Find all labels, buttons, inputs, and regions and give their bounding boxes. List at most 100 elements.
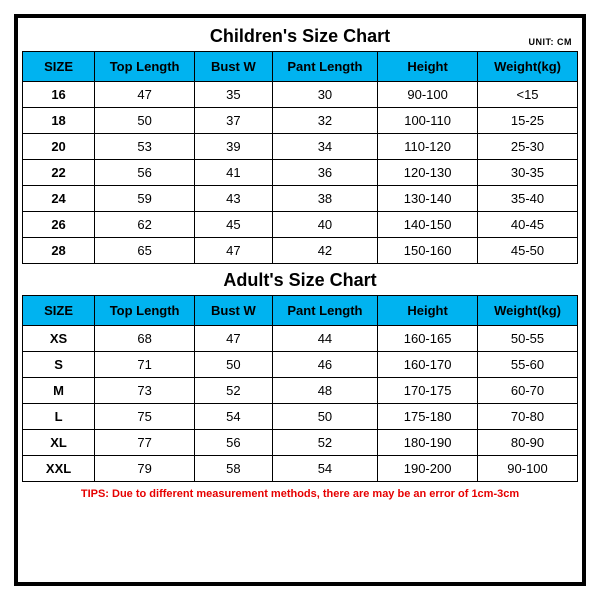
table-row: 22564136120-13030-35 (23, 160, 578, 186)
cell-pant: 50 (272, 404, 377, 430)
cell-top: 53 (95, 134, 195, 160)
children-header-row: SIZE Top Length Bust W Pant Length Heigh… (23, 52, 578, 82)
children-table: SIZE Top Length Bust W Pant Length Heigh… (22, 51, 578, 264)
cell-height: 175-180 (378, 404, 478, 430)
cell-weight: 45-50 (478, 238, 578, 264)
cell-size: 28 (23, 238, 95, 264)
cell-size: L (23, 404, 95, 430)
cell-weight: <15 (478, 82, 578, 108)
table-row: M735248170-17560-70 (23, 378, 578, 404)
table-row: S715046160-17055-60 (23, 352, 578, 378)
col-size: SIZE (23, 52, 95, 82)
cell-size: M (23, 378, 95, 404)
cell-weight: 40-45 (478, 212, 578, 238)
cell-pant: 32 (272, 108, 377, 134)
cell-weight: 60-70 (478, 378, 578, 404)
cell-height: 90-100 (378, 82, 478, 108)
cell-bust: 45 (195, 212, 273, 238)
unit-label: UNIT: CM (529, 37, 573, 47)
col-top-length: Top Length (95, 296, 195, 326)
col-top-length: Top Length (95, 52, 195, 82)
cell-bust: 50 (195, 352, 273, 378)
cell-size: 20 (23, 134, 95, 160)
col-pant-length: Pant Length (272, 296, 377, 326)
size-chart-frame: Children's Size Chart UNIT: CM SIZE Top … (14, 14, 586, 586)
cell-weight: 25-30 (478, 134, 578, 160)
cell-height: 170-175 (378, 378, 478, 404)
table-row: XL775652180-19080-90 (23, 430, 578, 456)
cell-bust: 39 (195, 134, 273, 160)
cell-height: 190-200 (378, 456, 478, 482)
cell-pant: 40 (272, 212, 377, 238)
cell-size: XL (23, 430, 95, 456)
adult-header-row: SIZE Top Length Bust W Pant Length Heigh… (23, 296, 578, 326)
cell-weight: 50-55 (478, 326, 578, 352)
cell-weight: 80-90 (478, 430, 578, 456)
cell-top: 75 (95, 404, 195, 430)
cell-top: 62 (95, 212, 195, 238)
cell-pant: 38 (272, 186, 377, 212)
cell-size: S (23, 352, 95, 378)
cell-top: 73 (95, 378, 195, 404)
cell-pant: 42 (272, 238, 377, 264)
cell-bust: 35 (195, 82, 273, 108)
cell-height: 140-150 (378, 212, 478, 238)
cell-weight: 55-60 (478, 352, 578, 378)
cell-bust: 56 (195, 430, 273, 456)
cell-size: XXL (23, 456, 95, 482)
cell-top: 68 (95, 326, 195, 352)
table-row: XXL795854190-20090-100 (23, 456, 578, 482)
cell-bust: 52 (195, 378, 273, 404)
table-row: 28654742150-16045-50 (23, 238, 578, 264)
cell-pant: 52 (272, 430, 377, 456)
children-title-row: Children's Size Chart UNIT: CM (22, 24, 578, 51)
adult-table: SIZE Top Length Bust W Pant Length Heigh… (22, 295, 578, 482)
children-title: Children's Size Chart (210, 26, 390, 47)
cell-top: 77 (95, 430, 195, 456)
table-row: XS684744160-16550-55 (23, 326, 578, 352)
cell-height: 160-165 (378, 326, 478, 352)
cell-weight: 35-40 (478, 186, 578, 212)
cell-top: 59 (95, 186, 195, 212)
cell-pant: 34 (272, 134, 377, 160)
cell-weight: 70-80 (478, 404, 578, 430)
col-pant-length: Pant Length (272, 52, 377, 82)
col-weight: Weight(kg) (478, 52, 578, 82)
cell-size: 26 (23, 212, 95, 238)
col-size: SIZE (23, 296, 95, 326)
cell-bust: 37 (195, 108, 273, 134)
table-row: 26624540140-15040-45 (23, 212, 578, 238)
cell-height: 130-140 (378, 186, 478, 212)
cell-size: 24 (23, 186, 95, 212)
table-row: 20533934110-12025-30 (23, 134, 578, 160)
col-weight: Weight(kg) (478, 296, 578, 326)
adult-title-row: Adult's Size Chart (22, 264, 578, 295)
col-bust-w: Bust W (195, 296, 273, 326)
cell-height: 100-110 (378, 108, 478, 134)
cell-size: XS (23, 326, 95, 352)
cell-pant: 30 (272, 82, 377, 108)
cell-weight: 30-35 (478, 160, 578, 186)
cell-height: 120-130 (378, 160, 478, 186)
cell-size: 16 (23, 82, 95, 108)
table-row: 1647353090-100<15 (23, 82, 578, 108)
cell-pant: 36 (272, 160, 377, 186)
cell-top: 56 (95, 160, 195, 186)
cell-bust: 58 (195, 456, 273, 482)
cell-bust: 43 (195, 186, 273, 212)
cell-pant: 54 (272, 456, 377, 482)
cell-bust: 47 (195, 238, 273, 264)
table-row: 24594338130-14035-40 (23, 186, 578, 212)
table-row: L755450175-18070-80 (23, 404, 578, 430)
cell-height: 180-190 (378, 430, 478, 456)
adult-title: Adult's Size Chart (223, 270, 376, 291)
cell-top: 50 (95, 108, 195, 134)
cell-bust: 41 (195, 160, 273, 186)
cell-weight: 15-25 (478, 108, 578, 134)
cell-top: 71 (95, 352, 195, 378)
cell-height: 160-170 (378, 352, 478, 378)
col-bust-w: Bust W (195, 52, 273, 82)
cell-top: 47 (95, 82, 195, 108)
cell-height: 150-160 (378, 238, 478, 264)
cell-top: 79 (95, 456, 195, 482)
